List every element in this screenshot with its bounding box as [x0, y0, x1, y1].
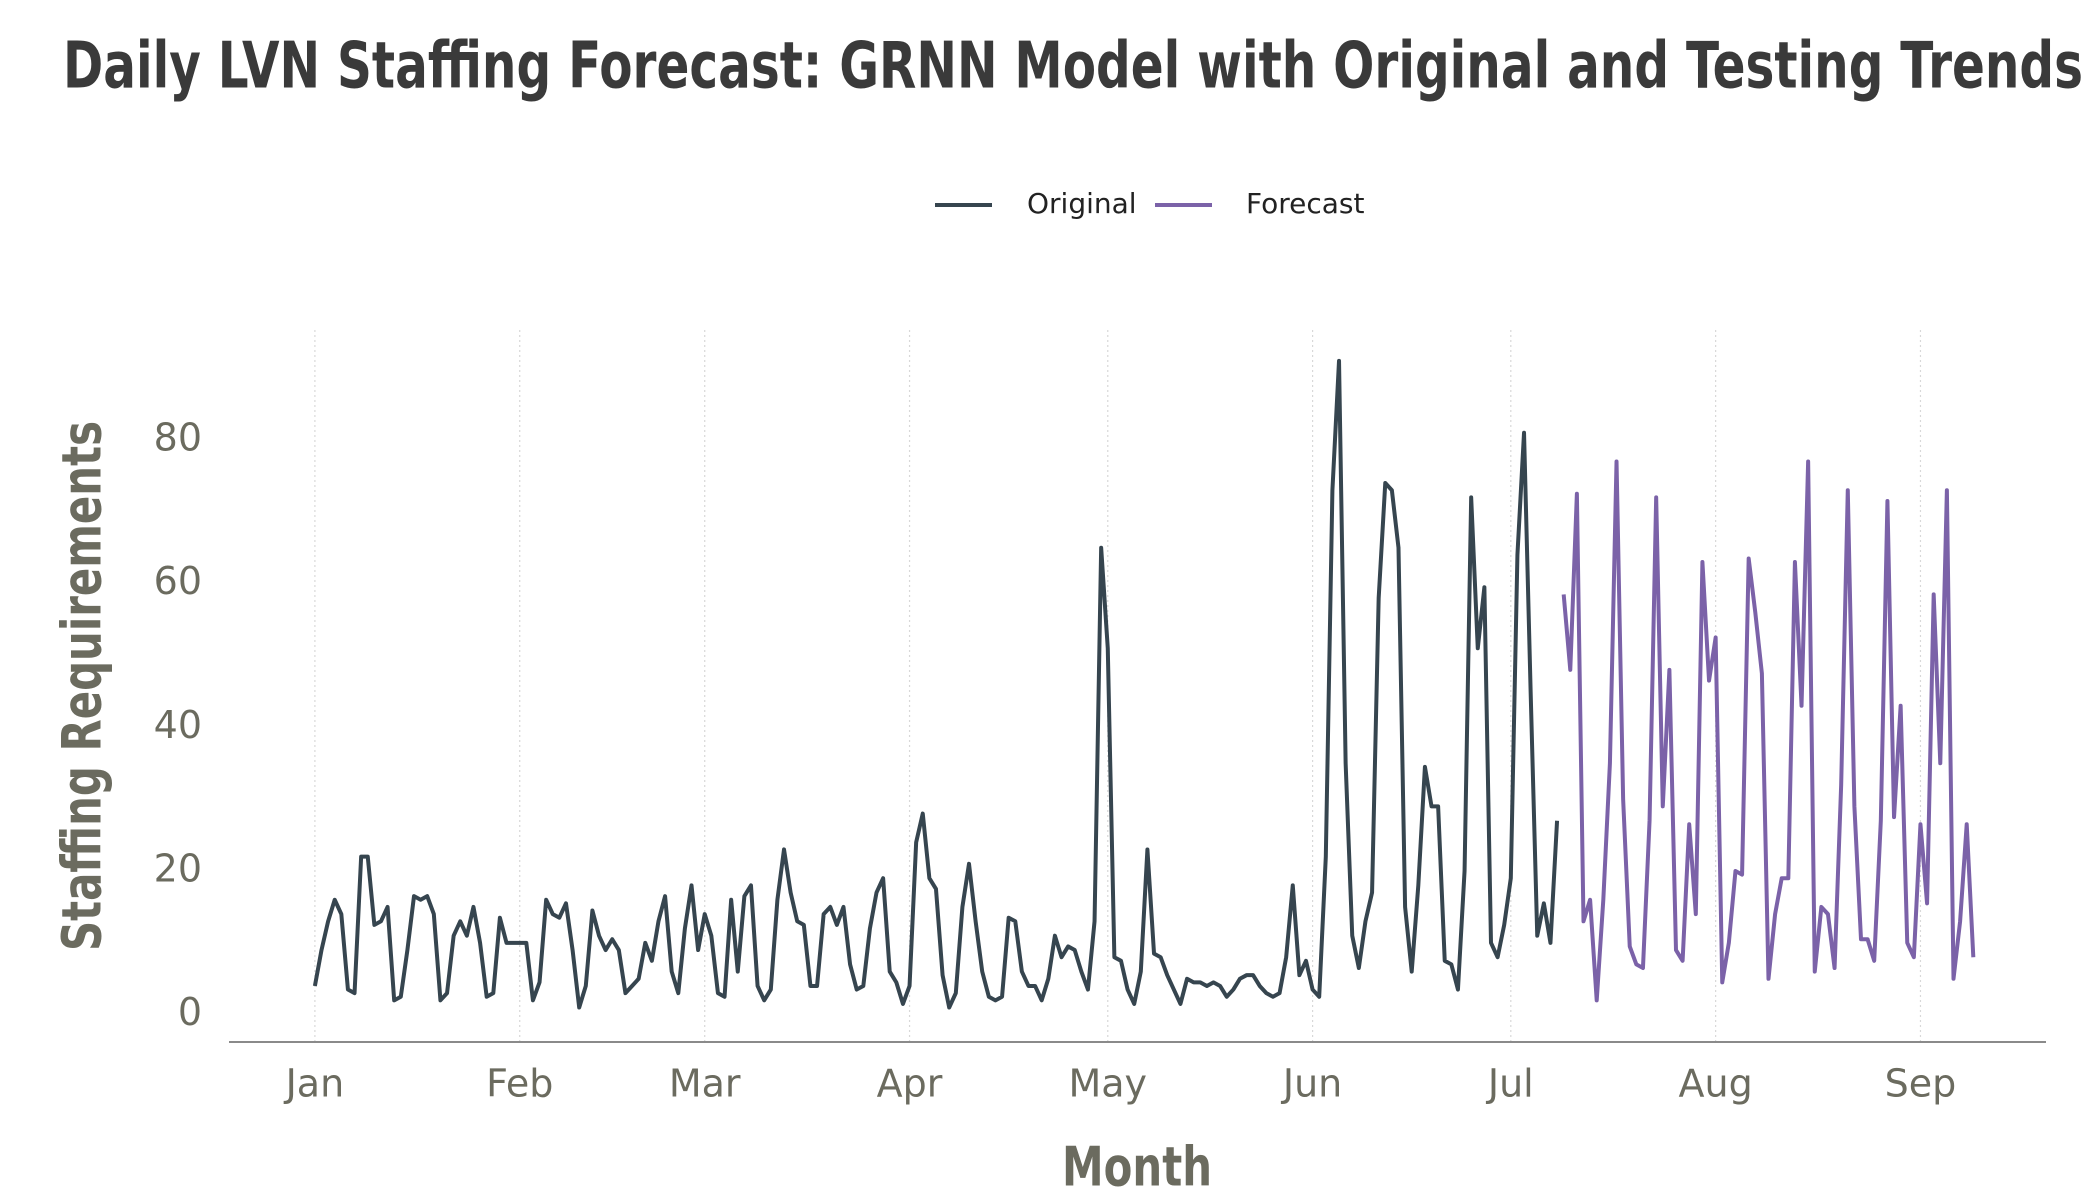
- x-tick-label: Jun: [1281, 1062, 1342, 1106]
- series-line: [1561, 459, 1976, 1003]
- x-tick-label: Jan: [284, 1062, 345, 1106]
- y-tick-label: 20: [154, 847, 202, 891]
- x-tick-label: Aug: [1679, 1062, 1753, 1106]
- y-axis-title: Staffing Requirements: [51, 421, 114, 951]
- y-tick-label: 40: [154, 703, 202, 747]
- x-tick-label: Jul: [1486, 1062, 1534, 1106]
- x-tick-label: Apr: [877, 1062, 943, 1106]
- x-tick-label: Mar: [669, 1062, 741, 1106]
- series-line: [312, 358, 1560, 1010]
- x-tick-label: May: [1068, 1062, 1147, 1106]
- chart-title: Daily LVN Staffing Forecast: GRNN Model …: [63, 30, 2083, 104]
- y-tick-label: 60: [154, 559, 202, 603]
- legend-label: Original: [1027, 187, 1137, 220]
- x-tick-label: Sep: [1885, 1062, 1957, 1106]
- y-tick-label: 80: [154, 415, 202, 459]
- x-tick-label: Feb: [486, 1062, 553, 1106]
- x-axis-title: Month: [1062, 1136, 1212, 1199]
- y-tick-label: 0: [178, 990, 202, 1034]
- legend-label: Forecast: [1246, 187, 1365, 220]
